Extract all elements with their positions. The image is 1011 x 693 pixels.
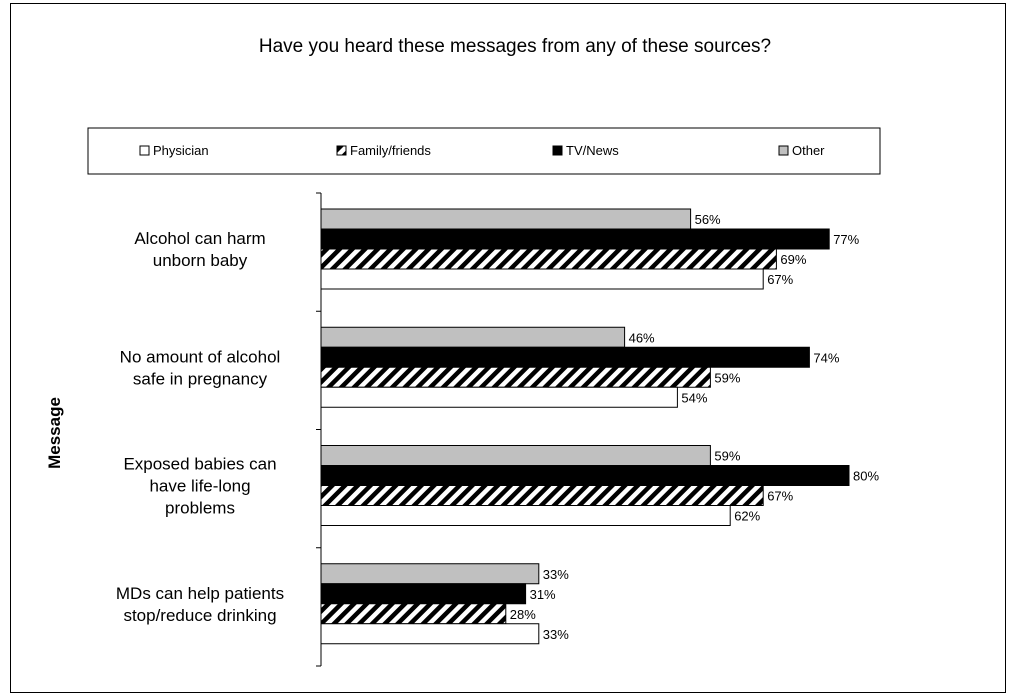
category-label: Alcohol can harm unborn baby (134, 229, 265, 270)
legend-box (87, 127, 881, 175)
bar-tv-news (320, 465, 850, 486)
data-label: 28% (510, 607, 536, 622)
bar-physician (320, 623, 540, 645)
data-label: 31% (530, 587, 556, 602)
category-label: Exposed babies can have life-long problems (123, 455, 276, 518)
legend-swatch-tv-news (552, 145, 563, 156)
bar-tv-news (320, 583, 527, 605)
legend-swatch-other (778, 145, 789, 156)
bars (320, 208, 850, 645)
data-label: 69% (780, 252, 806, 267)
bar-family-friends (320, 366, 711, 388)
data-label: 46% (629, 330, 655, 345)
bar-physician (320, 268, 764, 290)
data-label: 33% (543, 567, 569, 582)
bar-family-friends (320, 248, 777, 270)
data-label: 62% (734, 509, 760, 524)
category-labels: Alcohol can harm unborn baby No amount of … (116, 229, 284, 625)
category-label: MDs can help patients stop/reduce drinkin… (116, 584, 284, 625)
legend-label: Other (792, 143, 825, 158)
data-label: 67% (767, 272, 793, 287)
bar-other (320, 326, 626, 348)
bar-physician (320, 386, 678, 408)
data-labels: 56% 77% 69% 67% 46% 74% 59% 54% 59% 80% 67% 62% 33% 3… (510, 212, 880, 642)
bar-other (320, 208, 692, 230)
chart-title: Have you heard these messages from any o… (259, 36, 771, 57)
bar-family-friends (320, 603, 507, 625)
category-label: No amount of alcohol safe in pregnancy (120, 347, 281, 388)
data-label: 54% (681, 390, 707, 405)
bar-tv-news (320, 228, 830, 250)
category-axis-ticks (316, 192, 321, 667)
legend-swatch-family-friends (336, 145, 347, 156)
legend-label: Physician (153, 143, 209, 158)
bar-tv-news (320, 346, 810, 368)
legend: Physician Family/friends TV/News Other (139, 143, 825, 158)
data-label: 59% (714, 370, 740, 385)
legend-label: TV/News (566, 143, 619, 158)
bar-other (320, 445, 711, 466)
legend-label: Family/friends (350, 143, 431, 158)
legend-swatch-physician (139, 145, 150, 156)
y-axis-title: Message (45, 397, 64, 469)
data-label: 56% (695, 212, 721, 227)
bar-other (320, 563, 540, 585)
data-label: 33% (543, 627, 569, 642)
data-label: 67% (767, 489, 793, 504)
bar-physician (320, 505, 731, 526)
data-label: 80% (853, 469, 879, 484)
data-label: 59% (714, 449, 740, 464)
data-label: 74% (813, 350, 839, 365)
data-label: 77% (833, 232, 859, 247)
bar-family-friends (320, 485, 764, 506)
